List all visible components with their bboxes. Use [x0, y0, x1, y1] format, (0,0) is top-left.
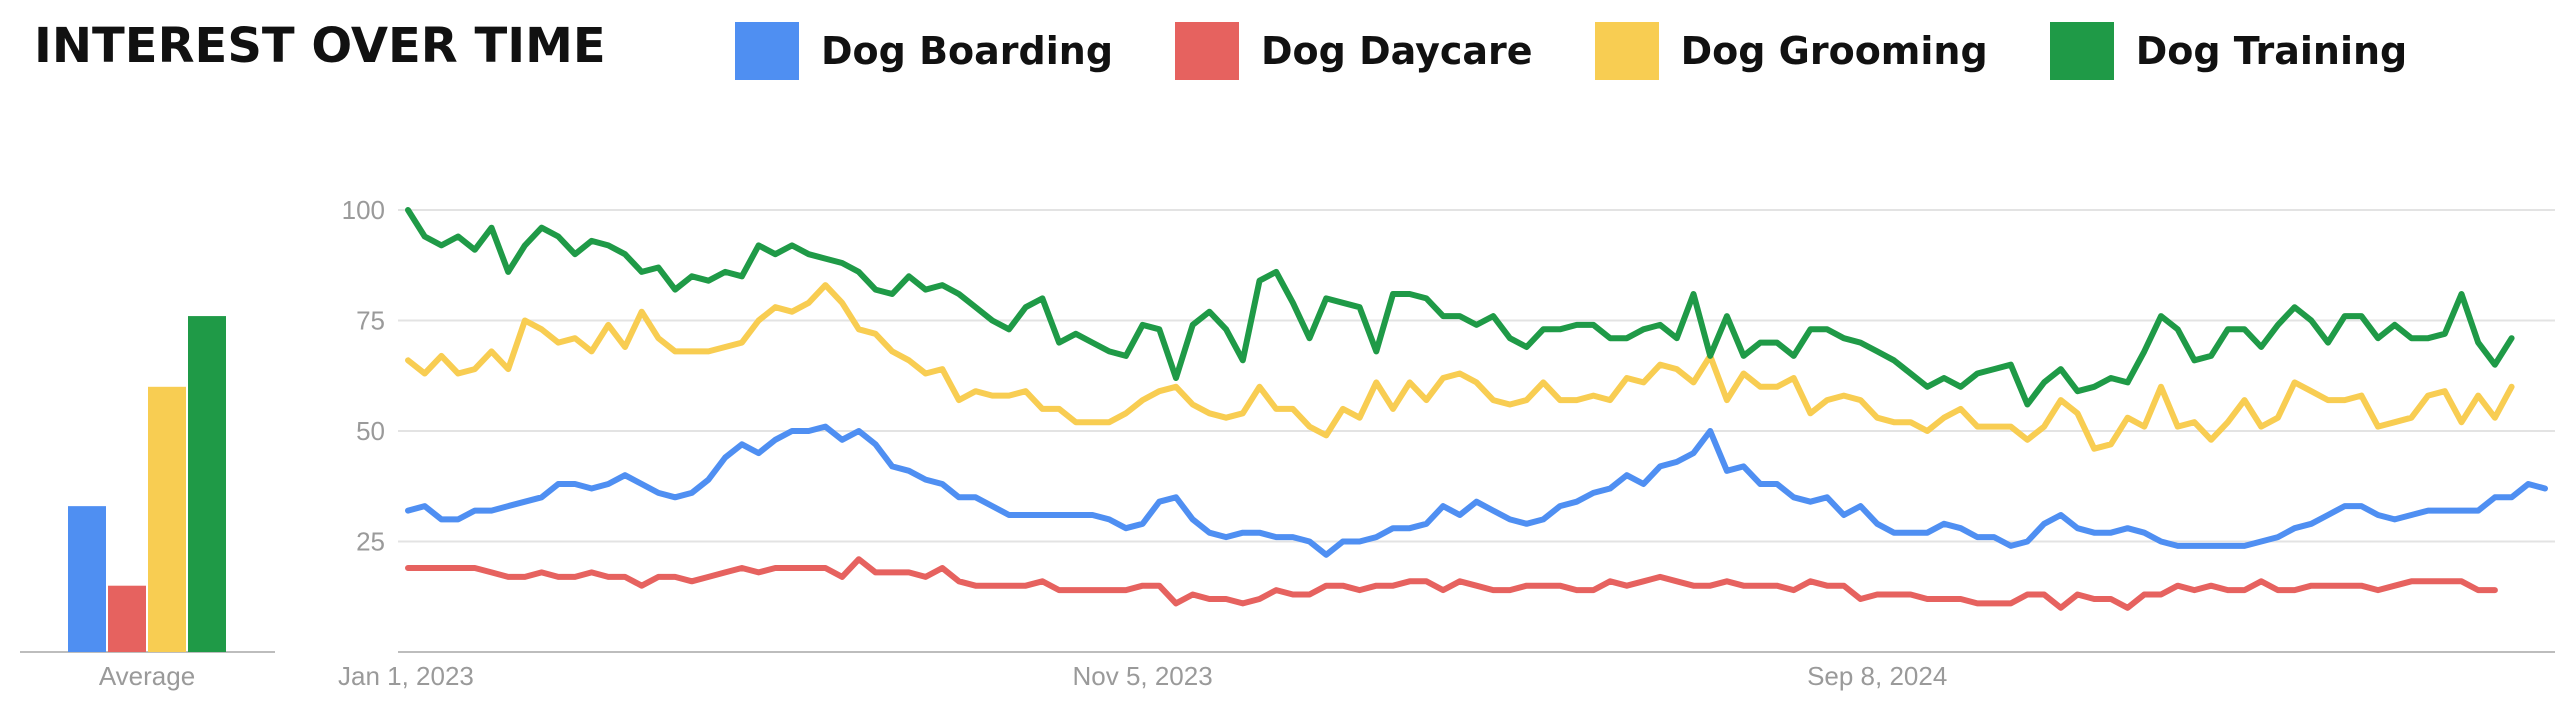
legend-swatch-dog-training	[2049, 22, 2114, 80]
avg-category-label: Average	[99, 661, 195, 691]
legend-label-dog-boarding: Dog Boarding	[821, 29, 1114, 73]
avg-bar-dog-daycare[interactable]	[108, 585, 146, 652]
legend-swatch-dog-boarding	[735, 22, 799, 80]
average-bar-chart: Average	[20, 316, 275, 691]
legend-item-dog-boarding[interactable]: Dog Boarding	[735, 22, 1113, 80]
y-tick-label-25: 25	[356, 527, 385, 557]
y-tick-label-50: 50	[356, 416, 385, 446]
x-tick-label-nov-5-2023: Nov 5, 2023	[1072, 661, 1212, 691]
legend-label-dog-grooming: Dog Grooming	[1680, 29, 1988, 73]
y-tick-label-100: 100	[342, 195, 385, 225]
legend-swatch-dog-daycare	[1175, 22, 1240, 80]
series-line-dog-training[interactable]	[405, 207, 2515, 408]
x-tick-label-sep-8-2024: Sep 8, 2024	[1807, 661, 1947, 691]
line-chart: 25 50 75 100 Jan 1, 2023 Nov 5, 2023 Sep 8, 20…	[338, 195, 2555, 691]
chart-legend: Dog Boarding Dog Daycare Dog Grooming Do…	[735, 18, 2407, 84]
x-tick-label-jan-1-2023: Jan 1, 2023	[338, 661, 474, 691]
legend-item-dog-daycare[interactable]: Dog Daycare	[1175, 22, 1533, 80]
page-title: INTEREST OVER TIME	[34, 18, 606, 74]
y-tick-label-75: 75	[356, 306, 385, 336]
avg-bar-dog-training[interactable]	[188, 316, 226, 652]
legend-item-dog-training[interactable]: Dog Training	[2049, 22, 2408, 80]
legend-item-dog-grooming[interactable]: Dog Grooming	[1594, 22, 1988, 80]
series-line-dog-grooming[interactable]	[405, 282, 2515, 452]
series-line-dog-daycare[interactable]	[405, 556, 2498, 611]
legend-swatch-dog-grooming	[1594, 22, 1659, 80]
series-line-dog-boarding[interactable]	[405, 423, 2548, 558]
avg-bar-dog-boarding[interactable]	[68, 506, 106, 652]
legend-label-dog-daycare: Dog Daycare	[1261, 29, 1533, 73]
legend-label-dog-training: Dog Training	[2135, 29, 2408, 73]
avg-bar-dog-grooming[interactable]	[148, 386, 186, 652]
